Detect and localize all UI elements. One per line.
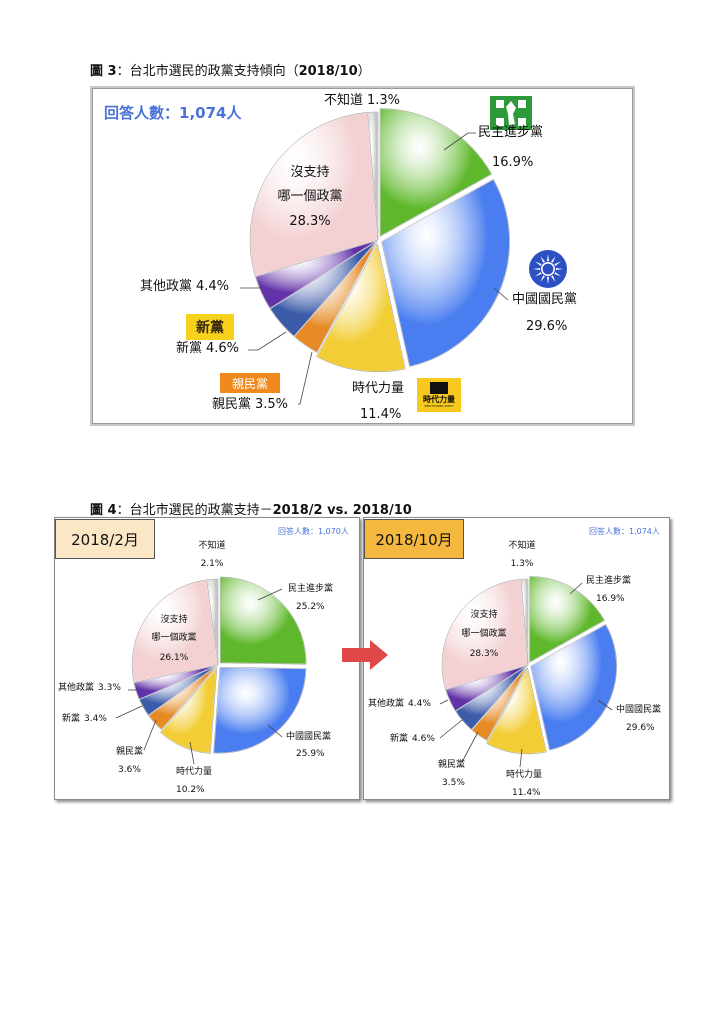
kmt-sun-ray [551, 256, 556, 263]
figure-4-left-frame [54, 517, 360, 800]
figure-4-right-frame [363, 517, 670, 800]
fig4-title-text: ：台北市選民的政黨支持－ [116, 503, 273, 518]
fig4-right-respondents: 回答人數：1,074人 [589, 527, 660, 536]
kmt-sun-ray [540, 256, 545, 263]
new-party-logo-text: 新黨 [196, 320, 224, 336]
fig3-title-text: ：台北市選民的政黨支持傾向（ [116, 64, 299, 79]
kmt-sun-ray [555, 267, 563, 271]
fig3-title-end: ） [357, 64, 371, 79]
figure-4-title: 圖 4：台北市選民的政黨支持－2018/2 vs. 2018/10 [90, 499, 412, 518]
pfp-logo: 親民黨 [220, 373, 280, 393]
kmt-sun-ray [546, 276, 550, 284]
fig3-title-year: 2018/10 [298, 64, 358, 79]
kmt-sun-ray [535, 261, 542, 266]
kmt-sun-ray [554, 272, 561, 277]
fig3-title-prefix: 圖 3 [90, 64, 117, 79]
new-party-logo: 新黨 [186, 314, 234, 340]
pfp-logo-text: 親民黨 [231, 376, 268, 391]
dpp-logo [490, 96, 532, 130]
kmt-sun-ray [546, 254, 550, 262]
fig4-title-prefix: 圖 4 [90, 503, 117, 518]
fig4-title-bold: 2018/2 vs. 2018/10 [272, 503, 412, 518]
npp-logo: 時代力量 NEW POWER PARTY [417, 378, 461, 412]
date-badge-2018-10: 2018/10月 [364, 519, 464, 559]
date-badge-2018-2: 2018/2月 [55, 519, 155, 559]
fig3-respondents: 回答人數：1,074人 [104, 104, 242, 122]
kmt-sun-ray [540, 275, 545, 282]
npp-logo-subtext: NEW POWER PARTY [424, 404, 454, 408]
kmt-sun-ray [551, 275, 556, 282]
kmt-sun-ray [533, 267, 541, 271]
fig4-left-respondents: 回答人數：1,070人 [278, 527, 349, 536]
figure-3-title: 圖 3：台北市選民的政黨支持傾向（2018/10） [90, 60, 371, 79]
kmt-logo [528, 249, 568, 289]
npp-logo-text: 時代力量 [423, 395, 455, 404]
kmt-sun-ray [554, 261, 561, 266]
npp-logo-mark [430, 382, 448, 394]
kmt-sun-ray [535, 272, 542, 277]
